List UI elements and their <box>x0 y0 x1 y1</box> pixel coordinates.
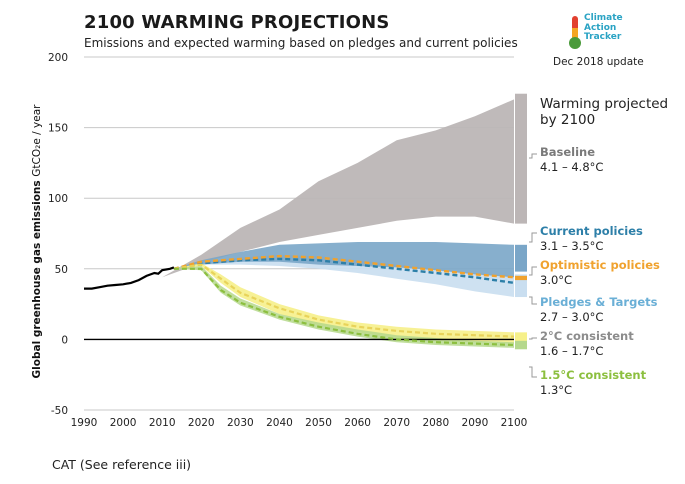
chart-title: 2100 WARMING PROJECTIONS <box>84 12 390 33</box>
update-date: Dec 2018 update <box>553 56 644 68</box>
legend-series-name: Current policies <box>540 224 643 238</box>
x-tick-label: 2060 <box>344 417 371 429</box>
pledges-dashed-line <box>173 254 515 279</box>
legend-connector <box>529 266 537 276</box>
legend-series-range: 3.0°C <box>540 273 572 287</box>
logo-line: Tracker <box>584 32 622 42</box>
y-axis-label: Global greenhouse gas emissions GtCO₂e /… <box>31 104 43 379</box>
y-tick-label: 200 <box>48 52 68 64</box>
legend-series-name: Optimistic policies <box>540 258 660 272</box>
legend-heading: Warming projected <box>540 96 668 112</box>
x-tick-label: 2090 <box>462 417 489 429</box>
logo-line: Action <box>584 22 617 33</box>
two-degree-line <box>173 263 515 338</box>
x-tick-label: 2070 <box>383 417 410 429</box>
one-point-five-range-bar <box>515 340 527 350</box>
legend-series-range: 1.3°C <box>540 383 572 397</box>
y-tick-label: -50 <box>51 405 68 417</box>
climate-action-tracker-logo: Climate Action Tracker <box>569 13 629 50</box>
legend-connector <box>529 153 537 159</box>
x-tick-label: 2010 <box>149 417 176 429</box>
x-tick-label: 2100 <box>501 417 528 429</box>
legend-series-range: 4.1 – 4.8°C <box>540 160 603 174</box>
logo-line: Climate <box>584 13 623 23</box>
chart-subtitle: Emissions and expected warming based on … <box>84 36 518 50</box>
x-tick-label: 2000 <box>110 417 137 429</box>
legend-series-range: 3.1 – 3.5°C <box>540 239 603 253</box>
pledges-dashed-line <box>173 257 515 285</box>
y-tick-label: 100 <box>48 193 68 205</box>
y-tick-label: 0 <box>61 334 68 346</box>
legend-series-range: 1.6 – 1.7°C <box>540 344 603 358</box>
x-tick-label: 1990 <box>71 417 98 429</box>
x-tick-label: 2020 <box>188 417 215 429</box>
historical-line <box>84 266 175 290</box>
baseline-band <box>162 99 514 278</box>
pledges-range-bar <box>515 274 527 298</box>
legend-heading: by 2100 <box>540 112 595 128</box>
legend-series-name: 1.5°C consistent <box>540 368 647 382</box>
optimistic-range-bar <box>515 275 527 281</box>
two-degree-range-bar <box>515 332 527 344</box>
legend-connector <box>529 232 537 243</box>
emissions-chart: -50 0 50 100 150 200 1990 2000 2010 2020 2030 2040 2… <box>31 52 668 429</box>
x-tick-label: 2030 <box>227 417 254 429</box>
baseline-range-bar <box>515 93 527 224</box>
x-tick-label: 2080 <box>422 417 449 429</box>
legend-connector <box>529 366 537 378</box>
legend-series-name: Baseline <box>540 145 595 159</box>
thermometer-icon <box>569 16 581 49</box>
current-policies-range-bar <box>515 244 527 272</box>
legend-series-name: 2°C consistent <box>540 329 634 343</box>
legend-connector <box>529 296 537 305</box>
x-tick-label: 2040 <box>266 417 293 429</box>
one-point-five-line <box>173 267 515 347</box>
y-tick-label: 50 <box>55 264 68 276</box>
y-tick-label: 150 <box>48 123 68 135</box>
legend-connector <box>529 337 537 340</box>
x-tick-label: 2050 <box>305 417 332 429</box>
source-caption: CAT (See reference iii) <box>52 457 192 472</box>
legend-series-name: Pledges & Targets <box>540 295 658 309</box>
legend-series-range: 2.7 – 3.0°C <box>540 310 603 324</box>
